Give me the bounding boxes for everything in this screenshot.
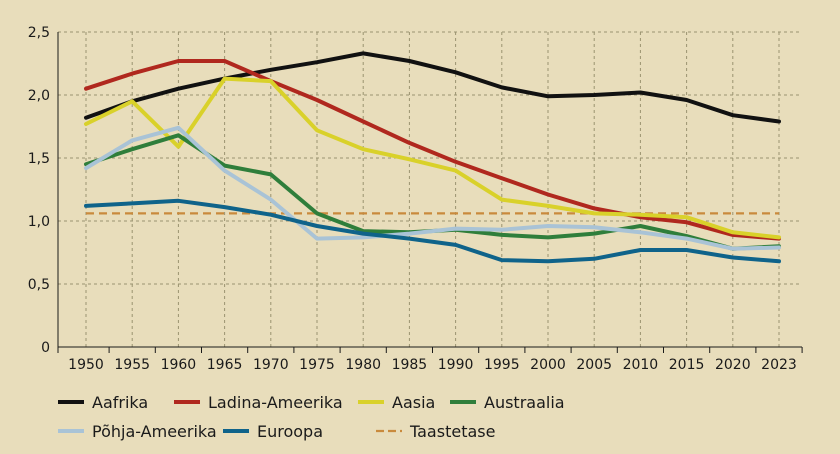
series-line-aasia <box>84 76 781 240</box>
legend-item-austraalia: Austraalia <box>450 393 565 412</box>
series-lines <box>84 51 781 264</box>
legend-label: Euroopa <box>257 422 323 441</box>
legend-label: Aafrika <box>92 393 148 412</box>
grid <box>58 31 802 347</box>
legend-item-ladina-ameerika: Ladina-Ameerika <box>174 393 343 412</box>
x-tick-label: 2000 <box>530 357 566 373</box>
series-line-aafrika <box>84 51 781 124</box>
x-tick-label: 2015 <box>669 357 705 373</box>
y-tick-label: 2,5 <box>28 25 50 41</box>
y-tick-label: 0,5 <box>28 277 50 293</box>
y-tick-label: 2,0 <box>28 88 50 104</box>
x-tick-label: 2010 <box>623 357 659 373</box>
x-tick-label: 1990 <box>438 357 474 373</box>
x-tick-label: 1955 <box>114 357 150 373</box>
legend-label: Taastetase <box>409 422 495 441</box>
legend-item-aasia: Aasia <box>358 393 435 412</box>
x-tick-label: 2005 <box>576 357 612 373</box>
x-tick-label: 1985 <box>392 357 428 373</box>
x-tick-label: 1950 <box>68 357 104 373</box>
legend-item-pohja-ameerika: Põhja-Ameerika <box>58 422 217 441</box>
axes <box>57 32 803 353</box>
legend-item-aafrika: Aafrika <box>58 393 148 412</box>
x-axis-ticks: 1950 1955 1960 1965 1970 1975 1980 1985 1990 1995… <box>68 357 797 373</box>
x-tick-label: 2023 <box>761 357 797 373</box>
series-line-pohja-ameerika <box>84 125 781 251</box>
x-tick-label: 1995 <box>484 357 520 373</box>
series-line-euroopa <box>84 198 781 264</box>
x-tick-label: 1980 <box>345 357 381 373</box>
series-line-ladina-ameerika <box>84 59 781 241</box>
y-axis-ticks: 0 0,5 1,0 1,5 2,0 2,5 <box>28 25 50 356</box>
legend-label: Aasia <box>392 393 435 412</box>
legend-label: Austraalia <box>484 393 565 412</box>
x-tick-label: 2020 <box>715 357 751 373</box>
legend: Aafrika Ladina-Ameerika Aasia Austraalia Põh… <box>58 393 565 441</box>
x-tick-label: 1970 <box>253 357 289 373</box>
legend-item-taastetase: Taastetase <box>376 422 495 441</box>
x-tick-label: 1960 <box>161 357 197 373</box>
x-tick-label: 1965 <box>207 357 243 373</box>
legend-item-euroopa: Euroopa <box>223 422 323 441</box>
y-tick-label: 1,5 <box>28 151 50 167</box>
y-tick-label: 1,0 <box>28 214 50 230</box>
x-tick-label: 1975 <box>299 357 335 373</box>
legend-label: Põhja-Ameerika <box>92 422 217 441</box>
legend-label: Ladina-Ameerika <box>208 393 343 412</box>
y-tick-label: 0 <box>41 340 50 356</box>
